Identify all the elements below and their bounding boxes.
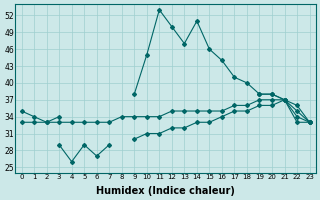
X-axis label: Humidex (Indice chaleur): Humidex (Indice chaleur)	[96, 186, 235, 196]
